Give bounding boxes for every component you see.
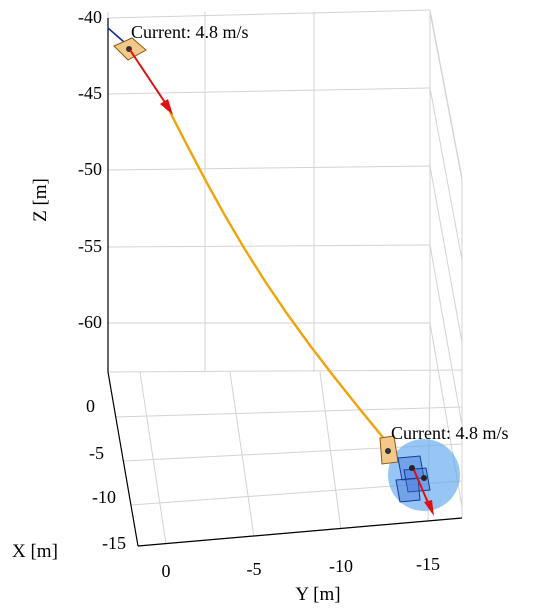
- z-tick-label: -60: [78, 312, 102, 332]
- grid-line-z: [107, 165, 431, 171]
- grid-line-z: [429, 87, 463, 261]
- annotation-start: Current: 4.8 m/s: [131, 22, 249, 42]
- grid-line-z: [107, 87, 431, 95]
- trajectory-line: [168, 111, 386, 441]
- x-tick-label: -5: [89, 443, 104, 463]
- z-tick-label: -50: [78, 159, 102, 179]
- annotation-end: Current: 4.8 m/s: [391, 423, 509, 443]
- current-arrow-start: [129, 49, 173, 115]
- grid-line-z: [429, 165, 463, 343]
- z-axis-label: Z [m]: [30, 178, 51, 222]
- end-vehicle-center: [385, 448, 391, 454]
- target-vehicle-center: [421, 475, 427, 481]
- target-vehicle-center: [409, 465, 415, 471]
- y-tick-labels: 0 -5 -10 -15: [162, 554, 441, 581]
- grid-line-floor: [319, 371, 342, 531]
- z-tick-label: -40: [78, 7, 102, 27]
- current-arrow-shaft: [129, 49, 171, 111]
- y-tick-label: -10: [329, 556, 353, 576]
- x-tick-label: 0: [86, 396, 95, 416]
- axes-frame: [107, 18, 463, 547]
- target-vehicle-stack: [395, 455, 431, 503]
- grid-line-z: [107, 244, 431, 248]
- y-axis-label: Y [m]: [295, 584, 340, 605]
- start-direction-line: [107, 27, 125, 43]
- current-arrow-head: [160, 99, 173, 115]
- target-vehicle-body: [403, 467, 431, 493]
- y-tick-label: -5: [247, 559, 262, 579]
- z-tick-label: -45: [78, 83, 102, 103]
- x-axis-label: X [m]: [12, 541, 58, 562]
- y-tick-label: -15: [416, 554, 440, 574]
- grid-line-z: [107, 9, 431, 19]
- grid-line-floor: [229, 371, 255, 538]
- grid-line-z: [429, 244, 463, 426]
- x-tick-label: -10: [92, 487, 116, 507]
- start-vehicle: [107, 27, 147, 61]
- grid-line-floor: [139, 371, 167, 545]
- x-tick-labels: 0 -5 -10 -15: [86, 396, 126, 553]
- grid-line-floor: [107, 369, 463, 373]
- current-arrow-end: [413, 469, 434, 516]
- x-tick-label: -15: [102, 533, 126, 553]
- x-axis-line: [107, 371, 139, 547]
- grid-line-edge: [429, 11, 463, 181]
- z-tick-label: -55: [78, 236, 102, 256]
- grid-line-floor: [114, 406, 463, 418]
- y-axis-line: [137, 517, 463, 547]
- z-tick-labels: -40 -45 -50 -55 -60: [78, 7, 102, 332]
- end-vehicle: [379, 435, 399, 465]
- current-arrow-head: [424, 500, 434, 516]
- target-vehicle-body: [395, 477, 421, 503]
- y-tick-label: 0: [162, 561, 171, 581]
